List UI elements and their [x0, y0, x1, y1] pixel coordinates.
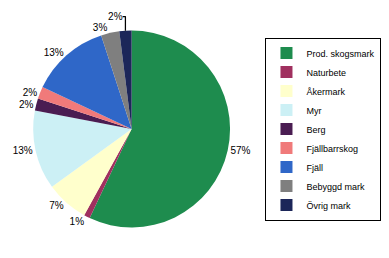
svg-text:Fjäll: Fjäll [306, 163, 323, 173]
svg-text:3%: 3% [93, 22, 108, 33]
svg-text:Övrig mark: Övrig mark [306, 201, 351, 211]
svg-text:Naturbete: Naturbete [306, 68, 346, 78]
svg-text:Myr: Myr [306, 106, 321, 116]
svg-text:Bebyggd mark: Bebyggd mark [306, 182, 365, 192]
svg-text:13%: 13% [44, 47, 64, 58]
svg-text:2%: 2% [19, 99, 34, 110]
svg-text:Berg: Berg [306, 125, 325, 135]
svg-text:13%: 13% [13, 145, 33, 156]
svg-text:57%: 57% [230, 145, 250, 156]
svg-text:Fjällbarrskog: Fjällbarrskog [306, 144, 358, 154]
svg-text:Åkermark: Åkermark [306, 87, 345, 97]
svg-text:Prod. skogsmark: Prod. skogsmark [306, 49, 374, 59]
svg-text:2%: 2% [23, 87, 38, 98]
svg-text:7%: 7% [49, 200, 64, 211]
svg-text:1%: 1% [70, 216, 85, 227]
svg-text:2%: 2% [108, 11, 123, 22]
